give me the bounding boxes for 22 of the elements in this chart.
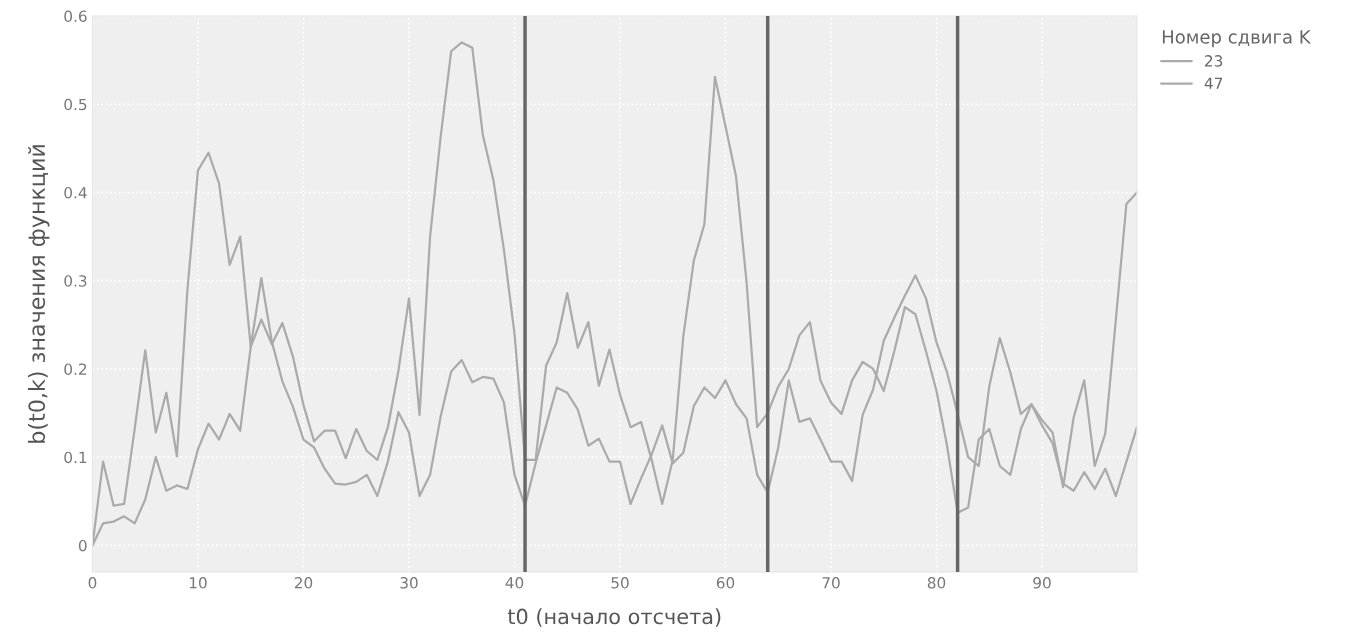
y-tick-label: 0.6 <box>64 10 87 22</box>
y-tick-label: 0.2 <box>64 363 87 375</box>
legend-label: 47 <box>1204 77 1223 89</box>
y-tick-label: 0.5 <box>64 98 87 111</box>
legend-title: Номер сдвига K <box>1162 30 1311 48</box>
legend-label: 23 <box>1205 55 1223 67</box>
x-tick-label: 80 <box>927 577 946 589</box>
y-tick-label: 0.1 <box>64 451 87 464</box>
x-tick-label: 30 <box>400 577 418 589</box>
x-tick-label: 0 <box>88 577 97 589</box>
x-tick-label: 60 <box>716 577 735 589</box>
x-axis-title: t0 (начало отсчета) <box>507 608 721 627</box>
x-tick-label: 50 <box>611 577 629 589</box>
y-tick-label: 0.4 <box>64 186 87 199</box>
x-tick-label: 10 <box>189 577 207 589</box>
x-tick-label: 20 <box>294 577 313 589</box>
y-axis-title: b(t0,k) значения функций <box>27 145 50 443</box>
x-tick-label: 40 <box>505 577 524 589</box>
x-tick-label: 70 <box>822 577 840 589</box>
y-tick-label: 0 <box>78 539 87 552</box>
x-tick-label: 90 <box>1033 577 1051 589</box>
y-tick-label: 0.3 <box>64 275 87 287</box>
